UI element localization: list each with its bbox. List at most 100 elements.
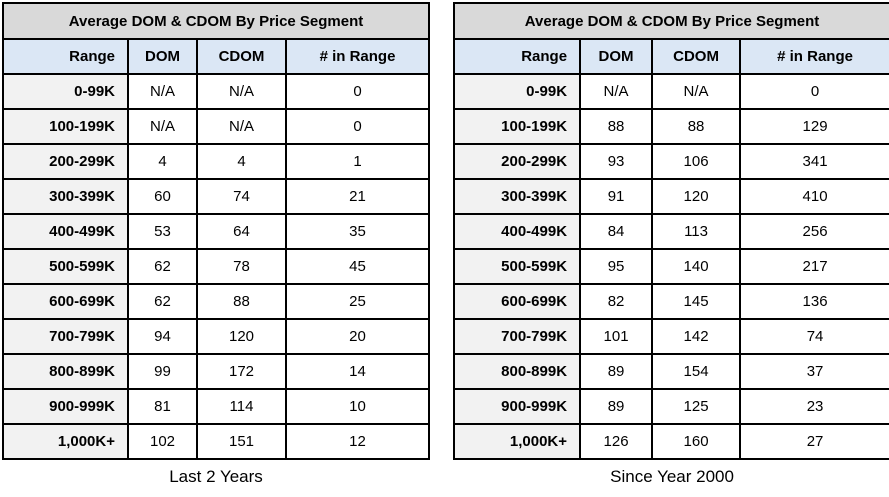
dom-cell: N/A xyxy=(579,73,654,110)
dom-cell: N/A xyxy=(127,108,198,145)
range-cell: 1,000K+ xyxy=(453,423,582,460)
count-cell: 10 xyxy=(284,388,431,425)
dom-cell: 62 xyxy=(127,283,198,320)
cdom-cell: 142 xyxy=(651,318,742,355)
range-cell: 900-999K xyxy=(453,388,582,425)
table-row: 900-999K 81 114 10 xyxy=(2,388,431,425)
table-row: 600-699K 62 88 25 xyxy=(2,283,431,320)
column-header-row: Range DOM CDOM # in Range xyxy=(2,38,431,75)
count-cell: 0 xyxy=(284,73,431,110)
table-row: 100-199K N/A N/A 0 xyxy=(2,108,431,145)
dom-cell: 88 xyxy=(579,108,654,145)
cdom-cell: 88 xyxy=(196,283,287,320)
table-row: 0-99K N/A N/A 0 xyxy=(2,73,431,110)
range-cell: 1,000K+ xyxy=(2,423,129,460)
column-header-range: Range xyxy=(2,38,129,75)
table-row: 600-699K 82 145 136 xyxy=(453,283,889,320)
cdom-cell: N/A xyxy=(651,73,742,110)
table-row: 700-799K 101 142 74 xyxy=(453,318,889,355)
dom-cell: 102 xyxy=(127,423,198,460)
cdom-cell: 113 xyxy=(651,213,742,250)
count-cell: 0 xyxy=(739,73,889,110)
table-row: 400-499K 84 113 256 xyxy=(453,213,889,250)
cdom-cell: 4 xyxy=(196,143,287,180)
range-cell: 700-799K xyxy=(453,318,582,355)
table-row: 1,000K+ 126 160 27 xyxy=(453,423,889,460)
table-block-since-year-2000: Average DOM & CDOM By Price Segment Rang… xyxy=(453,2,889,487)
count-cell: 129 xyxy=(739,108,889,145)
cdom-cell: 64 xyxy=(196,213,287,250)
count-cell: 256 xyxy=(739,213,889,250)
range-cell: 700-799K xyxy=(2,318,129,355)
range-cell: 200-299K xyxy=(453,143,582,180)
range-cell: 600-699K xyxy=(453,283,582,320)
cdom-cell: 114 xyxy=(196,388,287,425)
dom-cell: 99 xyxy=(127,353,198,390)
column-header-dom: DOM xyxy=(127,38,198,75)
count-cell: 23 xyxy=(739,388,889,425)
count-cell: 21 xyxy=(284,178,431,215)
cdom-cell: 74 xyxy=(196,178,287,215)
cdom-cell: N/A xyxy=(196,73,287,110)
count-cell: 1 xyxy=(284,143,431,180)
count-cell: 410 xyxy=(739,178,889,215)
table-row: 400-499K 53 64 35 xyxy=(2,213,431,250)
table-caption-last-2-years: Last 2 Years xyxy=(169,467,263,486)
column-header-dom: DOM xyxy=(579,38,654,75)
count-cell: 20 xyxy=(284,318,431,355)
cdom-cell: 125 xyxy=(651,388,742,425)
dom-cell: 81 xyxy=(127,388,198,425)
dom-cell: 53 xyxy=(127,213,198,250)
dom-cell: 89 xyxy=(579,353,654,390)
table-row: 800-899K 89 154 37 xyxy=(453,353,889,390)
cdom-cell: 78 xyxy=(196,248,287,285)
table-row: 0-99K N/A N/A 0 xyxy=(453,73,889,110)
count-cell: 25 xyxy=(284,283,431,320)
dom-cell: 94 xyxy=(127,318,198,355)
title-row: Average DOM & CDOM By Price Segment xyxy=(453,2,889,40)
range-cell: 800-899K xyxy=(453,353,582,390)
range-cell: 600-699K xyxy=(2,283,129,320)
count-cell: 12 xyxy=(284,423,431,460)
count-cell: 45 xyxy=(284,248,431,285)
dom-cell: 126 xyxy=(579,423,654,460)
dom-cell: 82 xyxy=(579,283,654,320)
dom-cdom-table-since-year-2000: Average DOM & CDOM By Price Segment Rang… xyxy=(453,2,889,460)
range-cell: 500-599K xyxy=(453,248,582,285)
range-cell: 400-499K xyxy=(2,213,129,250)
cdom-cell: 145 xyxy=(651,283,742,320)
title-row: Average DOM & CDOM By Price Segment xyxy=(1,2,431,40)
table-title: Average DOM & CDOM By Price Segment xyxy=(1,2,431,40)
table-row: 200-299K 4 4 1 xyxy=(2,143,431,180)
count-cell: 341 xyxy=(739,143,889,180)
dom-cell: 93 xyxy=(579,143,654,180)
count-cell: 74 xyxy=(739,318,889,355)
cdom-cell: 120 xyxy=(196,318,287,355)
dom-cell: N/A xyxy=(127,73,198,110)
cdom-cell: 120 xyxy=(651,178,742,215)
dom-cell: 84 xyxy=(579,213,654,250)
table-block-last-2-years: Average DOM & CDOM By Price Segment Rang… xyxy=(1,2,431,487)
range-cell: 300-399K xyxy=(2,178,129,215)
cdom-cell: 154 xyxy=(651,353,742,390)
dom-cell: 95 xyxy=(579,248,654,285)
range-cell: 200-299K xyxy=(2,143,129,180)
dom-cell: 60 xyxy=(127,178,198,215)
cdom-cell: 140 xyxy=(651,248,742,285)
range-cell: 500-599K xyxy=(2,248,129,285)
table-title: Average DOM & CDOM By Price Segment xyxy=(453,2,889,40)
dom-cdom-table-last-2-years: Average DOM & CDOM By Price Segment Rang… xyxy=(1,2,431,460)
range-cell: 400-499K xyxy=(453,213,582,250)
range-cell: 900-999K xyxy=(2,388,129,425)
table-row: 300-399K 91 120 410 xyxy=(453,178,889,215)
tables-container: Average DOM & CDOM By Price Segment Rang… xyxy=(1,2,889,487)
table-row: 900-999K 89 125 23 xyxy=(453,388,889,425)
count-cell: 14 xyxy=(284,353,431,390)
column-header-cdom: CDOM xyxy=(651,38,742,75)
column-header-cdom: CDOM xyxy=(196,38,287,75)
table-row: 200-299K 93 106 341 xyxy=(453,143,889,180)
cdom-cell: 88 xyxy=(651,108,742,145)
count-cell: 27 xyxy=(739,423,889,460)
table-row: 1,000K+ 102 151 12 xyxy=(2,423,431,460)
table-row: 100-199K 88 88 129 xyxy=(453,108,889,145)
